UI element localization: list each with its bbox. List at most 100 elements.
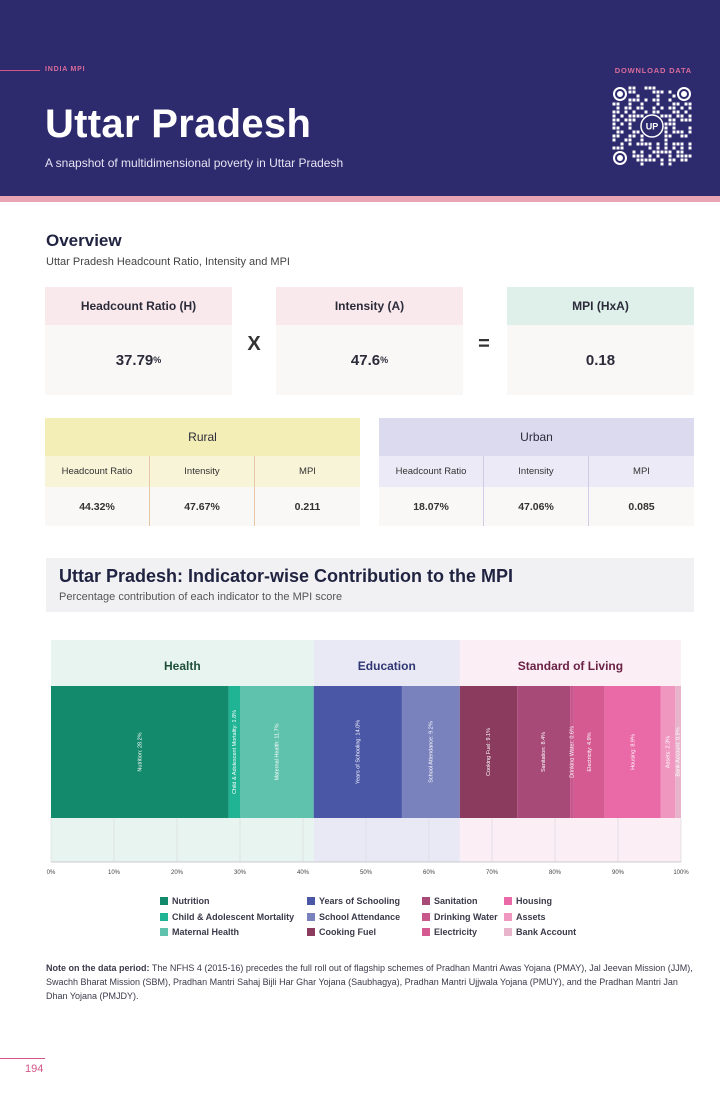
qr-module: [640, 106, 644, 110]
legend-swatch: [160, 897, 168, 905]
legend-item: Drinking Water: [422, 912, 498, 922]
qr-module: [660, 158, 664, 162]
bar-label-years-of-schooling: Years of Schooling: 14.0%: [355, 720, 361, 784]
bar-segment-nutrition: [51, 686, 229, 818]
data-period-note: Note on the data period: The NFHS 4 (201…: [46, 961, 696, 1003]
contribution-chart: Health Education Standard of Living 0% 10% 20…: [47, 640, 689, 876]
legend-item: Years of Schooling: [307, 896, 400, 906]
legend-item: Maternal Health: [160, 927, 239, 937]
qr-module: [636, 106, 640, 110]
qr-module: [668, 90, 672, 94]
qr-module: [680, 134, 684, 138]
contribution-subtitle: Percentage contribution of each indicato…: [59, 591, 343, 603]
urban-headcount-value: 18.07%: [379, 487, 484, 526]
legend-item: Child & Adolescent Mortality: [160, 912, 294, 922]
qr-module: [632, 130, 636, 134]
qr-module: [660, 114, 664, 118]
bar-segment-child-adolescent-mortality: [228, 686, 240, 818]
qr-module: [640, 102, 644, 106]
qr-module: [656, 154, 660, 158]
qr-module: [680, 118, 684, 122]
qr-module: [636, 114, 640, 118]
qr-module: [644, 86, 648, 90]
bar-label-cooking-fuel: Cooking Fuel: 9.1%: [486, 728, 492, 776]
legend-item: Housing: [504, 896, 552, 906]
qr-module: [628, 102, 632, 106]
qr-module: [664, 146, 668, 150]
qr-module: [616, 130, 620, 134]
legend-item: Sanitation: [422, 896, 478, 906]
qr-module: [648, 86, 652, 90]
qr-module: [656, 146, 660, 150]
qr-module: [648, 158, 652, 162]
bar-segment-electricity: [573, 686, 605, 818]
qr-module: [632, 98, 636, 102]
qr-module: [648, 146, 652, 150]
kpi-intensity-value: 47.6%: [276, 325, 463, 395]
qr-module: [612, 114, 616, 118]
qr-code-icon[interactable]: UP: [612, 86, 692, 166]
qr-module: [680, 154, 684, 158]
legend-label: Years of Schooling: [319, 896, 401, 906]
page-number: 194: [25, 1063, 44, 1075]
bar-segment-school-attendance: [401, 686, 460, 818]
qr-module: [632, 118, 636, 122]
qr-module: [672, 130, 676, 134]
bar-label-sanitation: Sanitation: 8.4%: [541, 732, 547, 772]
qr-module: [628, 114, 632, 118]
legend-item: Bank Account: [504, 927, 576, 937]
qr-module: [664, 138, 668, 142]
legend-label: Electricity: [434, 927, 478, 937]
page-number-rule: [0, 1058, 45, 1059]
legend-label: Sanitation: [434, 896, 478, 906]
qr-module: [672, 106, 676, 110]
qr-module: [664, 134, 668, 138]
x-tick-label: 40%: [297, 870, 310, 876]
qr-module: [656, 142, 660, 146]
qr-module: [668, 150, 672, 154]
bar-label-assets: Assets: 2.3%: [666, 736, 672, 768]
qr-module: [628, 142, 632, 146]
qr-module: [688, 102, 692, 106]
bar-segment-sanitation: [517, 686, 571, 818]
qr-module: [684, 118, 688, 122]
legend-item: Assets: [504, 912, 546, 922]
kpi-intensity-label: Intensity (A): [276, 287, 463, 325]
qr-module: [644, 142, 648, 146]
qr-module: [628, 134, 632, 138]
legend-label: Assets: [516, 911, 546, 922]
qr-module: [628, 86, 632, 90]
qr-module: [628, 138, 632, 142]
kpi-headcount-value: 37.79%: [45, 325, 232, 395]
legend-item: Nutrition: [160, 896, 210, 906]
kpi-intensity-number: 47.6: [350, 351, 381, 369]
x-tick-label: 50%: [360, 870, 373, 876]
qr-module: [652, 90, 656, 94]
qr-module: [676, 102, 680, 106]
rural-col-mpi: MPI: [299, 466, 316, 477]
bar-segment-drinking-water: [570, 686, 574, 818]
bar-segment-years-of-schooling: [313, 686, 402, 818]
x-tick-label: 60%: [423, 870, 436, 876]
download-data-link[interactable]: DOWNLOAD DATA: [614, 66, 692, 75]
qr-module: [620, 146, 624, 150]
qr-module: [640, 162, 644, 166]
qr-module: [612, 134, 616, 138]
contribution-title: Uttar Pradesh: Indicator-wise Contributi…: [59, 566, 514, 586]
qr-module: [672, 122, 676, 126]
qr-module: [668, 118, 672, 122]
qr-module: [624, 106, 628, 110]
qr-module: [688, 154, 692, 158]
qr-module: [632, 134, 636, 138]
legend-swatch: [504, 912, 512, 921]
qr-module: [636, 94, 640, 98]
qr-module: [640, 154, 644, 158]
bar-label-nutrition: Nutrition: 28.2%: [137, 732, 143, 771]
qr-module: [680, 150, 684, 154]
qr-module: [668, 154, 672, 158]
qr-module: [684, 134, 688, 138]
bar-label-maternal-health: Maternal Health: 11.7%: [274, 723, 280, 780]
qr-module: [636, 98, 640, 102]
urban-col-mpi: MPI: [633, 466, 650, 477]
legend-swatch: [422, 897, 430, 905]
